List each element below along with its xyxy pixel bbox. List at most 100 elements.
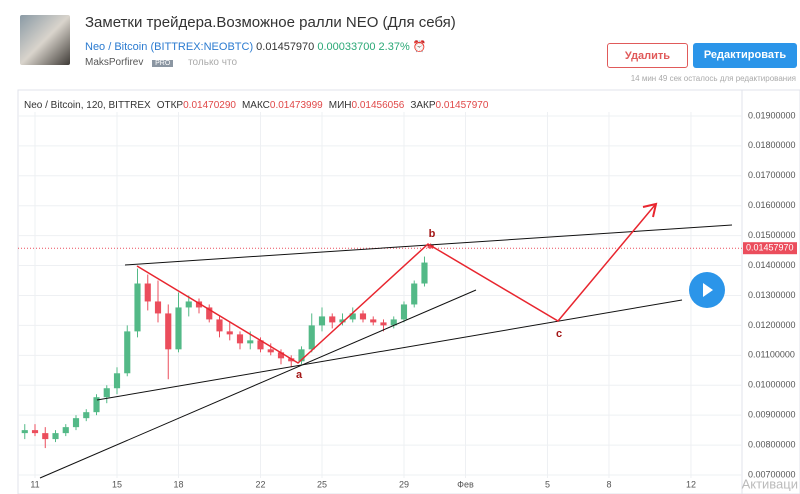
candle-body <box>72 418 80 428</box>
y-tick-label: 0.01000000 <box>748 380 796 390</box>
y-tick-label: 0.00800000 <box>748 439 796 449</box>
y-tick-label: 0.01400000 <box>748 260 796 270</box>
candle-body <box>349 313 356 320</box>
candle-body <box>411 283 418 305</box>
candle-body <box>52 433 59 440</box>
legend-value: 0.01457970 <box>436 100 489 111</box>
wave-path <box>136 204 656 364</box>
legend-key: МИН <box>329 100 352 111</box>
y-tick-label: 0.01800000 <box>748 140 796 150</box>
candle-body <box>370 319 377 323</box>
candle-body <box>226 331 233 335</box>
candle-body <box>185 301 192 308</box>
trendline <box>39 289 477 479</box>
idea-title: Заметки трейдера.Возможное ралли NEO (Дл… <box>85 14 456 31</box>
candle-body <box>83 412 90 419</box>
legend-name: Neo / Bitcoin, 120, BITTREX <box>24 100 151 111</box>
legend-key: ОТКР <box>157 100 184 111</box>
play-icon <box>703 283 713 297</box>
trendline <box>96 299 683 401</box>
candle-body <box>329 316 336 323</box>
exchange[interactable]: (BITTREX:NEOBTC) <box>150 41 254 53</box>
candle-body <box>62 427 69 434</box>
candle-body <box>206 307 213 320</box>
wave-label: b <box>429 228 436 240</box>
candle-body <box>124 331 131 374</box>
price-tag <box>743 242 797 255</box>
x-tick-label: 11 <box>30 479 39 489</box>
time: только что <box>188 57 238 68</box>
candle-body <box>421 262 428 284</box>
candle-body <box>359 313 367 320</box>
change-pct: 2.37% <box>378 41 410 53</box>
legend-value: 0.01470290 <box>183 100 236 111</box>
wave-label: c <box>556 328 562 340</box>
drawings <box>39 202 733 479</box>
candle-body <box>267 349 274 353</box>
candle-body <box>247 340 254 344</box>
candle-body <box>277 352 285 359</box>
price: 0.01457970 <box>256 41 315 53</box>
symbol-line: Neo / Bitcoin (BITTREX:NEOBTC) 0.0145797… <box>85 40 427 53</box>
y-tick-label: 0.01100000 <box>748 350 795 360</box>
candle-body <box>113 373 121 389</box>
edit-timer: 14 мин 49 сек осталось для редактировани… <box>630 74 796 83</box>
delete-button[interactable]: Удалить <box>607 43 688 68</box>
candle-body <box>154 301 162 314</box>
x-tick-label: 25 <box>317 479 327 489</box>
candle-body <box>339 319 346 323</box>
y-tick-label: 0.01700000 <box>748 170 796 180</box>
y-tick-label: 0.01200000 <box>748 320 796 330</box>
candle-body <box>236 334 244 344</box>
author[interactable]: MaksPorfirev <box>85 57 144 68</box>
x-tick-label: 12 <box>686 479 696 489</box>
edit-button[interactable]: Редактировать <box>693 43 797 68</box>
x-tick-label: 15 <box>112 479 122 489</box>
alarm-icon[interactable]: ⏰ <box>412 41 427 53</box>
legend-value: 0.01473999 <box>270 100 323 111</box>
candle-body <box>195 301 203 308</box>
change: 0.00033700 <box>317 41 376 53</box>
author-line: MaksPorfirev PRO только что <box>85 57 237 68</box>
legend-key: ЗАКР <box>410 100 436 111</box>
candle-body <box>42 433 49 440</box>
candle-body <box>400 304 408 320</box>
candle-body <box>175 307 182 350</box>
candle-body <box>144 283 151 302</box>
legend-value: 0.01456056 <box>351 100 404 111</box>
x-tick-label: Фев <box>457 479 474 489</box>
x-tick-label: 5 <box>545 479 550 489</box>
candle-body <box>380 322 387 326</box>
y-tick-label: 0.00900000 <box>748 410 796 420</box>
arrow-head <box>642 202 658 218</box>
candle-body <box>308 325 315 350</box>
x-tick-label: 18 <box>173 479 183 489</box>
y-tick-label: 0.01900000 <box>748 110 796 120</box>
candle-body <box>216 319 223 332</box>
y-tick-label: 0.01600000 <box>748 200 796 210</box>
candle-body <box>298 349 305 362</box>
wave-label: a <box>296 369 303 381</box>
candle-body <box>257 340 264 350</box>
candle-body <box>318 316 326 326</box>
legend-key: МАКС <box>242 100 270 111</box>
avatar[interactable] <box>20 15 70 65</box>
x-tick-label: 8 <box>606 479 611 489</box>
y-tick-label: 0.00700000 <box>748 469 796 479</box>
y-tick-label: 0.01300000 <box>748 290 796 300</box>
candle-body <box>31 430 39 434</box>
pro-badge: PRO <box>152 60 174 67</box>
price-tag-label: 0.01457970 <box>746 243 794 253</box>
watermark: Активаци <box>742 476 798 491</box>
candle-body <box>21 430 28 434</box>
legend: Neo / Bitcoin, 120, BITTREX ОТКР0.0147029… <box>24 100 489 111</box>
symbol[interactable]: Neo / Bitcoin <box>85 41 148 53</box>
candle-body <box>134 283 141 332</box>
candle-body <box>165 313 172 350</box>
y-tick-label: 0.01500000 <box>748 230 796 240</box>
x-tick-label: 22 <box>255 479 265 489</box>
candle-body <box>103 388 110 398</box>
candle-body <box>288 358 295 362</box>
